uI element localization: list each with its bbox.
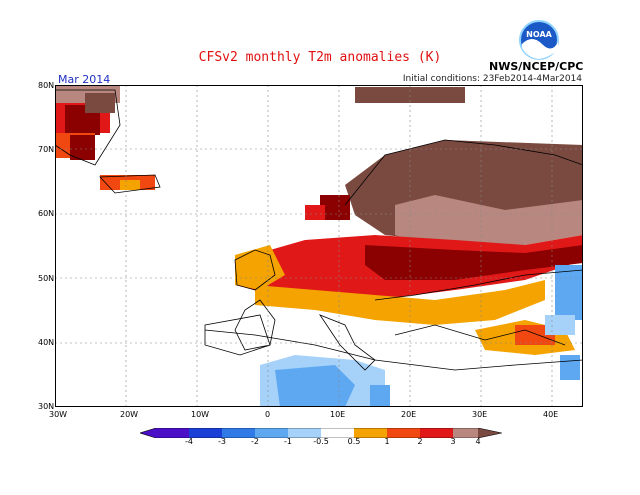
greenland-anomaly xyxy=(55,85,120,160)
colorbar-label: 0.5 xyxy=(347,437,361,446)
agency-label: NWS/NCEP/CPC xyxy=(489,60,584,73)
colorbar-label: -0.5 xyxy=(313,437,329,446)
colorbar xyxy=(140,428,502,438)
lon-tick: 40E xyxy=(543,410,559,419)
colorbar-label: 2 xyxy=(417,437,423,446)
colorbar-segment xyxy=(321,428,354,438)
colorbar-segment xyxy=(453,428,478,438)
colorbar-segment xyxy=(222,428,255,438)
lat-tick: 50N xyxy=(38,274,55,283)
svg-text:NOAA: NOAA xyxy=(526,30,552,39)
graticule xyxy=(55,85,583,407)
north-africa-cold-anomaly xyxy=(260,355,390,407)
south-europe-anomaly xyxy=(235,245,575,355)
noaa-logo: NOAA xyxy=(518,20,560,64)
lat-tick: 40N xyxy=(38,338,55,347)
colorbar-segment xyxy=(288,428,321,438)
colorbar-segment xyxy=(354,428,387,438)
north-russia-anomaly xyxy=(345,140,583,250)
colorbar-segment xyxy=(140,428,156,438)
lat-tick: 80N xyxy=(38,81,55,90)
east-cold-anomaly xyxy=(545,265,583,380)
lon-tick: 20E xyxy=(401,410,417,419)
colorbar-segment xyxy=(478,428,502,438)
colorbar-label: 1 xyxy=(384,437,390,446)
lon-tick: 10E xyxy=(330,410,346,419)
colorbar-label: -2 xyxy=(251,437,259,446)
colorbar-label: 3 xyxy=(450,437,456,446)
colorbar-segment xyxy=(420,428,453,438)
lat-tick: 60N xyxy=(38,209,55,218)
page-title: CFSv2 monthly T2m anomalies (K) xyxy=(198,50,442,65)
lon-tick: 20W xyxy=(120,410,139,419)
lat-tick: 30N xyxy=(38,402,55,411)
lon-tick: 30W xyxy=(49,410,68,419)
colorbar-segment xyxy=(156,428,189,438)
lon-tick: 30E xyxy=(472,410,488,419)
colorbar-segment xyxy=(189,428,222,438)
anomaly-map xyxy=(55,85,583,407)
central-europe-anomaly xyxy=(235,195,583,300)
lon-tick: 0 xyxy=(265,410,271,419)
lon-tick: 10W xyxy=(191,410,210,419)
coastlines xyxy=(55,89,583,371)
lat-tick: 70N xyxy=(38,145,55,154)
colorbar-label: -1 xyxy=(284,437,292,446)
initial-conditions-label: Initial conditions: 23Feb2014-4Mar2014 xyxy=(402,74,582,84)
colorbar-label: -4 xyxy=(185,437,193,446)
colorbar-label: 4 xyxy=(475,437,481,446)
month-label: Mar 2014 xyxy=(58,73,111,86)
map-frame xyxy=(55,85,583,407)
colorbar-segment xyxy=(255,428,288,438)
colorbar-label: -3 xyxy=(218,437,226,446)
colorbar-segment xyxy=(387,428,420,438)
